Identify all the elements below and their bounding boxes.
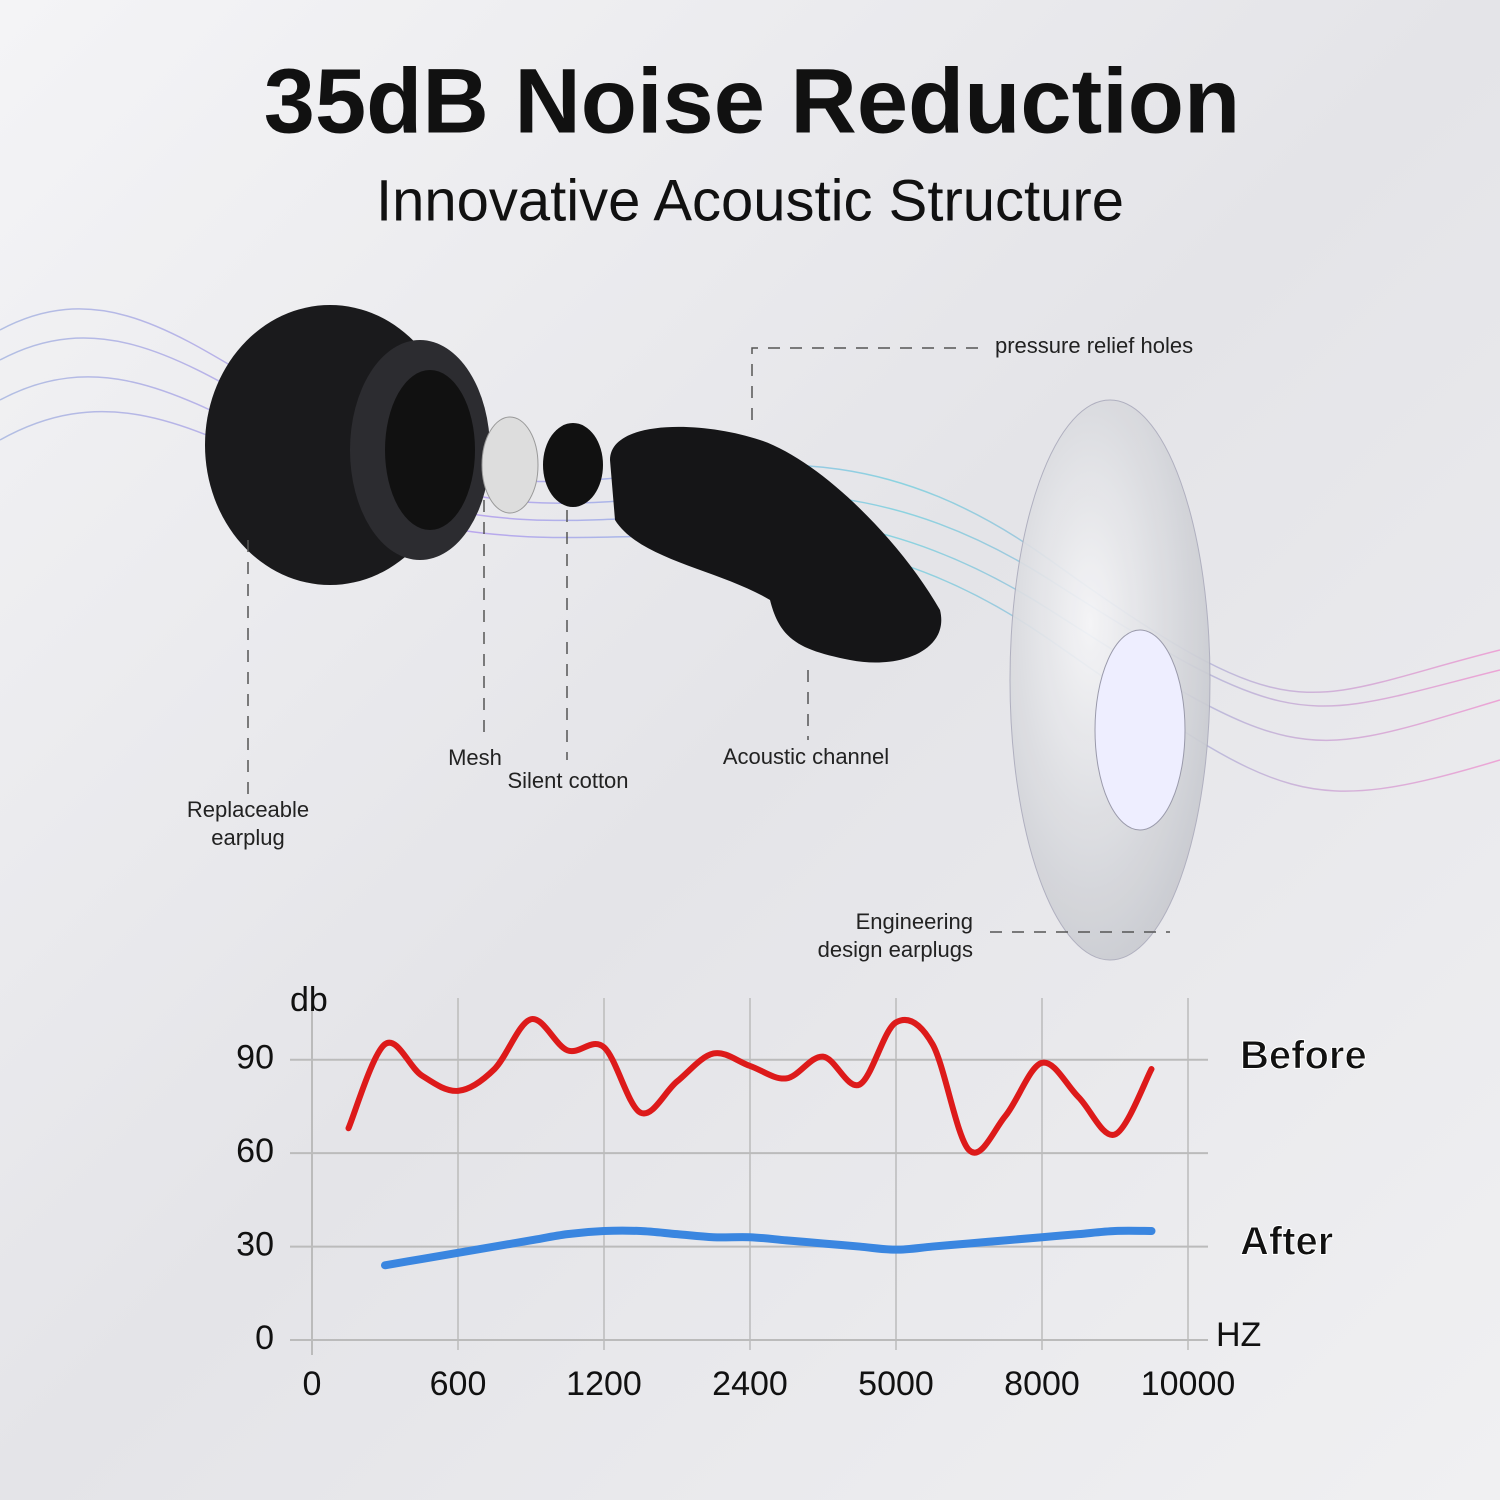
- y-tick-label: 30: [236, 1226, 274, 1264]
- part-label: pressure relief holes: [995, 333, 1193, 358]
- x-tick-label: 1200: [566, 1365, 642, 1403]
- x-tick-label: 5000: [858, 1365, 934, 1403]
- y-tick-label: 90: [236, 1039, 274, 1077]
- legend-label: After: [1240, 1220, 1333, 1264]
- y-axis-label: db: [290, 981, 328, 1019]
- y-tick-label: 0: [255, 1319, 274, 1357]
- x-tick-label: 0: [303, 1365, 322, 1403]
- part-label: Replaceable: [187, 797, 309, 822]
- legend-label: Before: [1240, 1034, 1367, 1078]
- x-tick-label: 8000: [1004, 1365, 1080, 1403]
- subtitle: Innovative Acoustic Structure: [376, 168, 1124, 233]
- x-tick-label: 600: [430, 1365, 487, 1403]
- part-label: design earplugs: [818, 937, 973, 962]
- leader-lines: [247, 347, 1170, 933]
- part-label: Acoustic channel: [723, 744, 889, 769]
- line-series: [381, 1226, 1156, 1270]
- part-label: Mesh: [448, 745, 502, 770]
- title: 35dB Noise Reduction: [264, 50, 1240, 152]
- part-label: Silent cotton: [507, 768, 628, 793]
- x-tick-label: 2400: [712, 1365, 788, 1403]
- part-label: earplug: [211, 825, 284, 850]
- line-series: [345, 1016, 1155, 1156]
- chart: 0 30 60 90 0 600 1200 2400 5000 8000 10000 db HZ Befo…: [236, 981, 1367, 1403]
- earplug-illustration: [205, 305, 1211, 961]
- x-tick-label: 10000: [1141, 1365, 1236, 1403]
- y-tick-label: 60: [236, 1132, 274, 1170]
- part-label: Engineering: [856, 909, 973, 934]
- x-axis-label: HZ: [1216, 1316, 1261, 1354]
